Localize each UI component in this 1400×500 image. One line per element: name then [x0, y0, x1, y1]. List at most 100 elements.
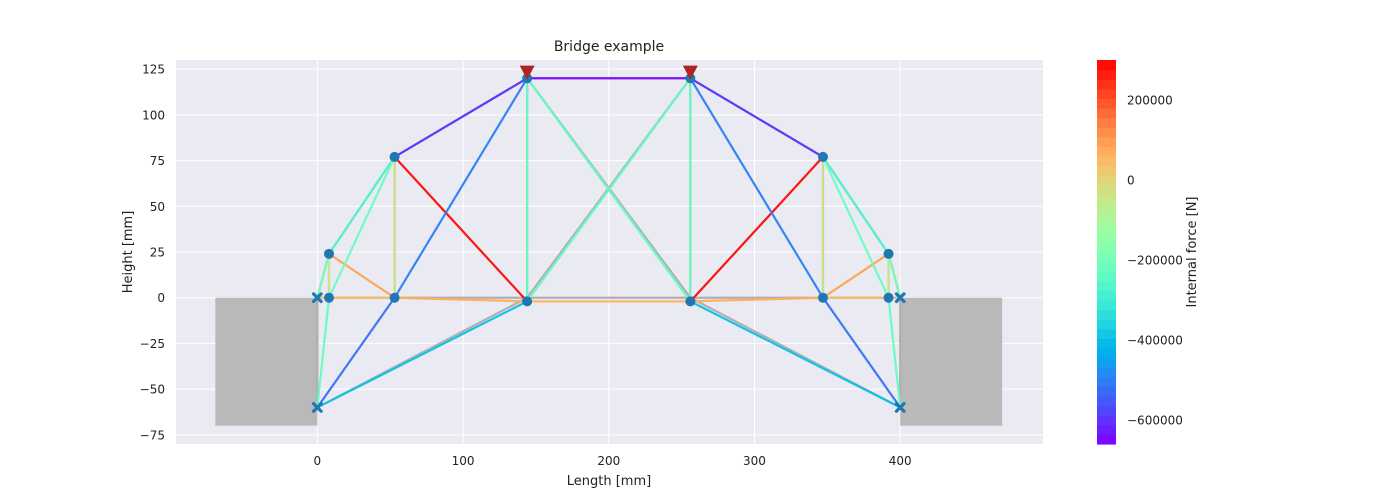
colorbar-segment — [1097, 424, 1116, 435]
truss-member — [822, 297, 902, 409]
truss-node — [817, 292, 828, 303]
truss-nodes — [311, 65, 906, 413]
support-block — [215, 297, 318, 426]
colorbar-segment — [1097, 146, 1116, 157]
truss-node — [324, 292, 334, 303]
colorbar-segment — [1097, 319, 1116, 330]
fixed-node-marker — [894, 402, 906, 413]
colorbar-tick-label: 200000 — [1127, 94, 1173, 108]
x-axis-ticks: 0 100 200 300 400 — [314, 454, 912, 468]
fixed-node-marker — [311, 292, 323, 304]
truss-member — [689, 77, 824, 158]
truss-node — [883, 248, 894, 259]
colorbar-segment — [1097, 165, 1116, 176]
colorbar-segment — [1097, 98, 1116, 109]
colorbar-segment — [1097, 69, 1116, 80]
colorbar-segment — [1097, 309, 1116, 320]
colorbar-segment — [1097, 280, 1116, 291]
colorbar-segment — [1097, 184, 1116, 195]
support-block — [900, 297, 1003, 426]
colorbar-tick-label: 0 — [1127, 174, 1135, 188]
fixed-node-marker — [311, 402, 323, 413]
y-tick-label: 50 — [150, 200, 165, 214]
colorbar-segment — [1097, 271, 1116, 282]
colorbar-segment — [1097, 434, 1116, 445]
truss-member — [822, 156, 890, 255]
truss-member — [689, 300, 901, 409]
x-tick-label: 300 — [743, 454, 766, 468]
x-tick-label: 200 — [597, 454, 620, 468]
truss-member — [316, 297, 331, 408]
truss-member — [689, 156, 824, 303]
colorbar-segment — [1097, 79, 1116, 90]
truss-member — [328, 156, 396, 255]
colorbar-segment — [1097, 232, 1116, 243]
colorbar-segment — [1097, 194, 1116, 205]
truss-members — [316, 77, 902, 409]
colorbar-segment — [1097, 300, 1116, 311]
colorbar-segment — [1097, 290, 1116, 301]
colorbar-segment — [1097, 348, 1116, 359]
colorbar-label: Internal force [N] — [1185, 197, 1200, 308]
truss-member — [887, 253, 902, 298]
colorbar-tick-label: −600000 — [1127, 414, 1183, 428]
y-tick-label: −25 — [140, 337, 165, 351]
truss-node — [883, 292, 894, 303]
load-marker — [682, 65, 698, 80]
colorbar-segment — [1097, 386, 1116, 397]
colorbar-segment — [1097, 175, 1116, 186]
y-axis-label: Height [mm] — [121, 211, 136, 294]
truss-node — [685, 296, 696, 307]
truss-member — [328, 156, 396, 299]
y-tick-label: 0 — [157, 291, 165, 305]
truss-node — [522, 296, 533, 307]
truss-node — [817, 151, 828, 162]
truss-node — [389, 151, 400, 162]
y-tick-label: 75 — [150, 154, 165, 168]
x-tick-label: 0 — [314, 454, 322, 468]
truss-node — [389, 292, 400, 303]
colorbar-ticks: −600000 −400000 −200000 0 200000 — [1127, 94, 1183, 428]
colorbar-segment — [1097, 127, 1116, 138]
colorbar-segment — [1097, 376, 1116, 387]
colorbar-segment — [1097, 367, 1116, 378]
x-axis-label: Length [mm] — [567, 474, 651, 489]
colorbar-segment — [1097, 405, 1116, 416]
y-axis-ticks: −75 −50 −25 0 25 50 75 100 125 — [140, 63, 165, 443]
truss-member — [526, 77, 692, 303]
colorbar-segment — [1097, 338, 1116, 349]
truss-member — [822, 252, 890, 299]
truss-member — [393, 156, 528, 303]
colorbar-segment — [1097, 204, 1116, 215]
colorbar-segment — [1097, 252, 1116, 263]
y-tick-label: 125 — [142, 63, 165, 77]
y-tick-label: −50 — [140, 383, 165, 397]
truss-member — [316, 253, 331, 298]
colorbar-segment — [1097, 396, 1116, 407]
colorbar-segment — [1097, 242, 1116, 253]
y-tick-label: 25 — [150, 246, 165, 260]
truss-member — [328, 252, 396, 299]
colorbar-segment — [1097, 108, 1116, 119]
truss-member — [690, 296, 824, 303]
fixed-node-marker — [894, 292, 906, 304]
colorbar — [1097, 60, 1116, 445]
y-tick-label: −75 — [140, 428, 165, 442]
truss-member — [393, 77, 529, 299]
colorbar-segment — [1097, 136, 1116, 147]
colorbar-segment — [1097, 223, 1116, 234]
truss-member — [316, 297, 396, 409]
x-tick-label: 400 — [889, 454, 912, 468]
y-tick-label: 100 — [142, 108, 165, 122]
truss-member — [316, 300, 528, 409]
colorbar-tick-label: −200000 — [1127, 254, 1183, 268]
colorbar-segment — [1097, 60, 1116, 71]
truss-member — [394, 296, 528, 303]
supports — [215, 297, 1003, 426]
colorbar-segment — [1097, 213, 1116, 224]
x-tick-label: 100 — [452, 454, 475, 468]
load-marker — [519, 65, 535, 80]
chart-title: Bridge example — [554, 39, 664, 55]
